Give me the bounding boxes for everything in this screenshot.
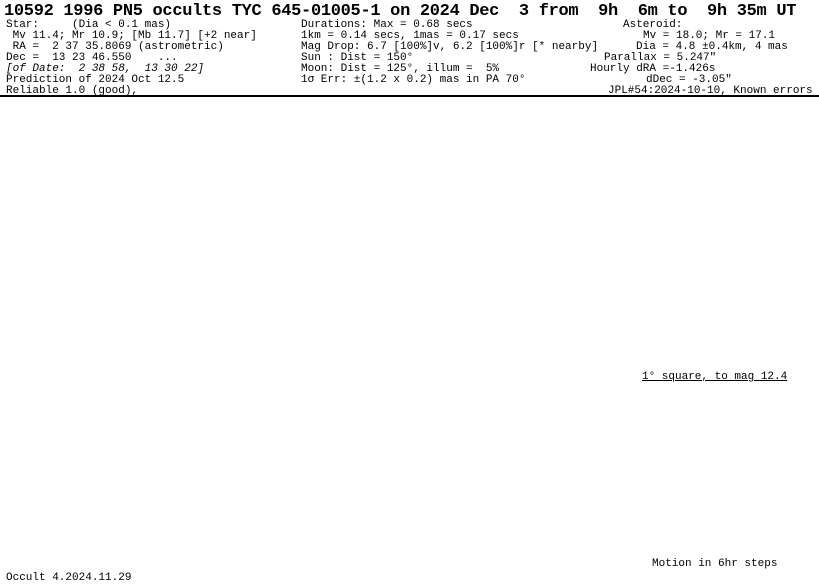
path-tick-label: 0: [805, 313, 811, 324]
star-heading: Star: (Dia < 0.1 mas): [6, 19, 172, 31]
hourly-dra: Hourly dRA =-1.426s: [590, 63, 716, 75]
mag-drop: Mag Drop: 6.7 [100%]v, 6.2 [100%]r [* ne…: [301, 41, 599, 53]
path-tick-label: 3: [662, 316, 668, 327]
path-tick-label: 6: [523, 338, 529, 349]
parallax: Parallax = 5.247": [604, 52, 717, 64]
path-tick-label: 16: [12, 407, 24, 418]
path-marker: [311, 339, 320, 379]
duration-scale: 1km = 0.14 secs, 1mas = 0.17 secs: [301, 30, 519, 42]
path-tick-label: 10: [319, 381, 331, 392]
path-tick-label: 13: [165, 389, 177, 400]
durations: Durations: Max = 0.68 secs: [301, 19, 473, 31]
moon-distance: Moon: Dist = 125°, illum = 5%: [301, 63, 500, 75]
path-tick-label: 5: [571, 337, 577, 348]
earth-limb: [129, 96, 586, 584]
parallel: [19, 469, 546, 507]
path-tick-label: 14: [114, 395, 126, 406]
field-stars: [631, 390, 799, 559]
ephemeris: JPL#54:2024-10-10, Known errors: [608, 85, 813, 98]
star-dec: Dec = 13 23 46.550 ...: [6, 52, 178, 64]
meridian: [69, 96, 301, 584]
path-tick-label: 1: [756, 302, 762, 313]
star-chart-inset: [627, 382, 810, 559]
observer-site-marker: +: [282, 340, 292, 359]
graticule: [0, 96, 586, 584]
sun-distance: Sun : Dist = 150°: [301, 52, 414, 64]
parallel: [0, 109, 431, 288]
path-tick-label: 12: [215, 382, 227, 393]
reliability: Reliable 1.0 (good),: [6, 85, 139, 98]
target-star-circle: [704, 460, 726, 482]
path-tick-label: 2: [709, 310, 715, 321]
path-tick-label: 9: [365, 363, 371, 374]
ddec: dDec = -3.05": [646, 74, 732, 86]
inset-title: 1° square, to mag 12.4: [642, 371, 788, 384]
error-ellipse: 1σ Err: ±(1.2 x 0.2) mas in PA 70°: [301, 74, 526, 86]
path-tick-label: 4: [615, 323, 621, 334]
parallel: [0, 109, 421, 162]
software-version: Occult 4.2024.11.29: [6, 572, 132, 584]
central-path: [0, 330, 516, 400]
meridian: [329, 96, 546, 584]
asteroid-diameter: Dia = 4.8 ±0.4km, 4 mas: [636, 41, 788, 53]
star-mags: Mv 11.4; Mr 10.9; [Mb 11.7] [+2 near]: [6, 30, 257, 42]
asteroid-motion: [651, 461, 726, 474]
path-tick-label: 15: [63, 407, 75, 418]
page-title: 10592 1996 PN5 occults TYC 645-01005-1 o…: [4, 2, 797, 21]
prediction-date: Prediction of 2024 Oct 12.5: [6, 74, 185, 86]
path-tick-label: 11: [266, 376, 278, 387]
state-borders: [199, 139, 491, 351]
path-end-marker: [795, 259, 805, 309]
star-of-date: [of Date: 2 38 58, 13 30 22]: [6, 63, 205, 75]
header-divider: [0, 95, 819, 97]
central-path-below-horizon: [519, 289, 801, 328]
coastline: [0, 96, 541, 496]
asteroid-heading: Asteroid:: [623, 19, 683, 31]
inset-caption: Motion in 6hr steps: [652, 558, 778, 570]
path-tick-label: 8: [417, 356, 423, 367]
path-tick-label: 7: [470, 350, 476, 361]
meridian: [0, 149, 81, 584]
asteroid-mags: Mv = 18.0; Mr = 17.1: [643, 30, 776, 42]
star-ra: RA = 2 37 35.8069 (astrometric): [6, 41, 224, 53]
